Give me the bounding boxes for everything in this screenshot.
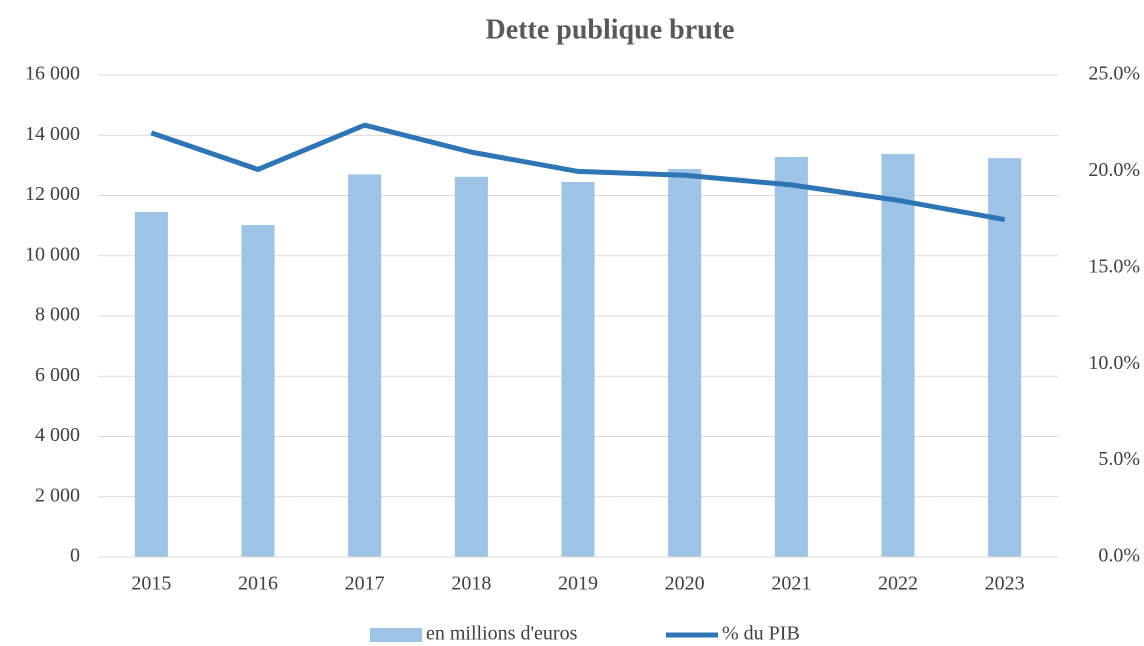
y-tick-label: 14 000 bbox=[25, 123, 80, 145]
y-tick-label: 16 000 bbox=[25, 63, 80, 85]
y-tick-label: 12 000 bbox=[25, 183, 80, 205]
bar bbox=[134, 212, 168, 557]
bar bbox=[241, 225, 275, 557]
x-tick-label: 2023 bbox=[985, 573, 1025, 595]
y-tick-label: 2 000 bbox=[35, 484, 80, 506]
line bbox=[150, 122, 1006, 223]
y-tick-label: 10 000 bbox=[25, 243, 80, 265]
bar bbox=[668, 168, 702, 558]
y2-tick-label: 15.0% bbox=[1088, 255, 1140, 277]
x-tick-label: 2019 bbox=[558, 573, 598, 595]
y2-tick-label: 5.0% bbox=[1098, 448, 1140, 470]
bar bbox=[881, 153, 915, 558]
bar bbox=[348, 174, 382, 557]
y-tick-label: 8 000 bbox=[35, 304, 80, 326]
x-tick-label: 2018 bbox=[451, 573, 491, 595]
bar bbox=[454, 176, 488, 557]
bar bbox=[561, 181, 595, 557]
bar bbox=[774, 156, 808, 557]
bar bbox=[988, 158, 1022, 557]
legend-swatch bbox=[370, 628, 422, 642]
y-tick-label: 6 000 bbox=[35, 364, 80, 386]
x-tick-label: 2017 bbox=[345, 573, 385, 595]
x-tick-label: 2016 bbox=[238, 573, 278, 595]
y2-tick-label: 25.0% bbox=[1088, 63, 1140, 85]
y-tick-label: 4 000 bbox=[35, 424, 80, 446]
legend-label: % du PIB bbox=[722, 623, 800, 645]
y2-tick-label: 20.0% bbox=[1088, 159, 1140, 181]
x-tick-label: 2015 bbox=[131, 573, 171, 595]
y2-tick-label: 10.0% bbox=[1088, 352, 1140, 374]
x-tick-label: 2020 bbox=[665, 573, 705, 595]
x-tick-label: 2021 bbox=[771, 573, 811, 595]
chart-title: Dette publique brute bbox=[486, 14, 735, 45]
legend-label: en millions d'euros bbox=[426, 623, 578, 645]
x-tick-label: 2022 bbox=[878, 573, 918, 595]
y-tick-label: 0 bbox=[70, 545, 80, 567]
y2-tick-label: 0.0% bbox=[1098, 545, 1140, 567]
